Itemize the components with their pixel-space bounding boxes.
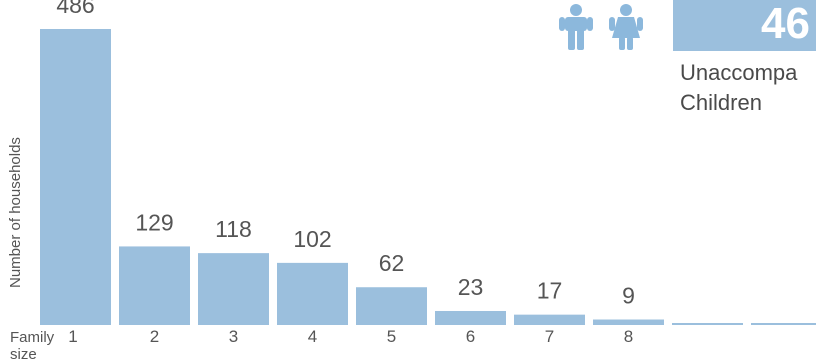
bar-6 xyxy=(435,310,506,325)
value-label-4: 102 xyxy=(293,226,331,252)
value-label-3: 118 xyxy=(215,216,252,242)
children-icons xyxy=(559,4,643,50)
kpi-value: 46 xyxy=(761,0,810,48)
value-labels-group: 486 129 118 102 62 23 17 9 xyxy=(56,0,635,309)
value-label-7: 17 xyxy=(537,278,563,304)
tick-label-5: 5 xyxy=(387,327,396,346)
tick-label-6: 6 xyxy=(466,327,475,346)
value-label-8: 9 xyxy=(622,283,635,309)
tick-labels-group: 1 2 3 4 5 6 7 8 xyxy=(68,327,633,346)
bar-3 xyxy=(198,253,269,325)
value-label-1: 486 xyxy=(56,0,94,18)
x-axis-title-line2: size xyxy=(10,346,37,362)
bar-2 xyxy=(119,246,190,325)
kpi-caption-line1: Unaccompa xyxy=(680,60,798,85)
bars-group xyxy=(40,29,816,325)
value-label-6: 23 xyxy=(458,274,484,300)
tick-label-1: 1 xyxy=(68,327,77,346)
y-axis-title: Number of households xyxy=(7,137,24,288)
tick-label-8: 8 xyxy=(624,327,633,346)
boy-icon xyxy=(559,4,593,50)
tick-label-4: 4 xyxy=(308,327,317,346)
girl-icon xyxy=(609,4,643,50)
bar-5 xyxy=(356,287,427,325)
kpi-caption-line2: Children xyxy=(680,90,762,115)
value-label-2: 129 xyxy=(135,209,173,235)
x-axis-title-line1: Family xyxy=(10,329,55,346)
bar-4 xyxy=(277,262,348,325)
tick-label-3: 3 xyxy=(229,327,238,346)
bar-1 xyxy=(40,29,111,325)
bar-8 xyxy=(593,319,664,325)
bar-9 xyxy=(672,323,743,325)
tick-label-7: 7 xyxy=(545,327,554,346)
unaccompanied-children-kpi-box: 46 xyxy=(673,0,816,51)
kpi-caption: Unaccompa Children xyxy=(680,58,816,118)
bar-10 xyxy=(751,323,816,325)
value-label-5: 62 xyxy=(379,250,405,276)
bar-7 xyxy=(514,314,585,325)
tick-label-2: 2 xyxy=(150,327,159,346)
